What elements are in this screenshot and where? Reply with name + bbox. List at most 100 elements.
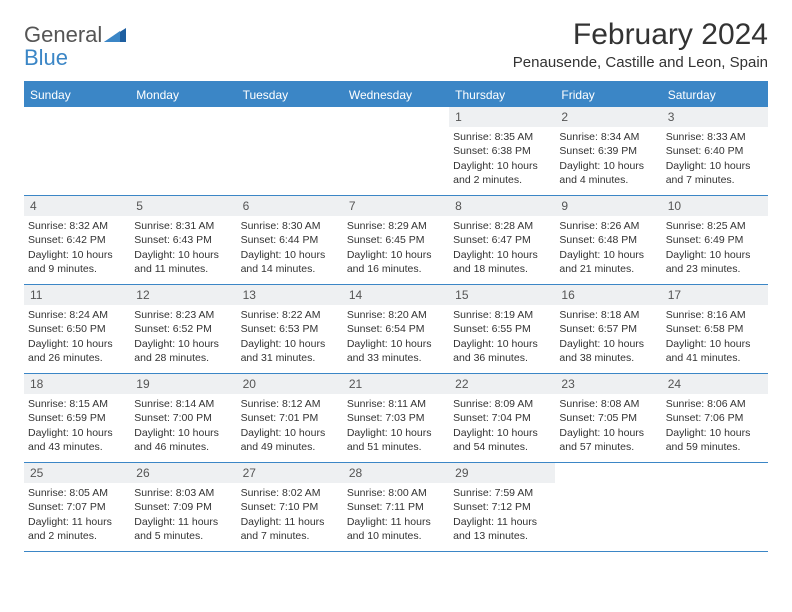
day-cell: 21Sunrise: 8:11 AMSunset: 7:03 PMDayligh… [343,374,449,462]
sunrise: Sunrise: 8:18 AM [559,308,657,322]
day-number: 25 [24,463,130,483]
day-number: 5 [130,196,236,216]
day-header: Saturday [662,83,768,107]
sunset: Sunset: 6:43 PM [134,233,232,247]
daylight: Daylight: 10 hours [666,337,764,351]
day-number: 4 [24,196,130,216]
day-number: 27 [237,463,343,483]
day-cell: 26Sunrise: 8:03 AMSunset: 7:09 PMDayligh… [130,463,236,551]
day-cell: 3Sunrise: 8:33 AMSunset: 6:40 PMDaylight… [662,107,768,195]
sunrise: Sunrise: 8:35 AM [453,130,551,144]
daylight: and 5 minutes. [134,529,232,543]
daylight: Daylight: 11 hours [28,515,126,529]
day-cell: 13Sunrise: 8:22 AMSunset: 6:53 PMDayligh… [237,285,343,373]
day-cell: . [24,107,130,195]
day-number: 19 [130,374,236,394]
week-row: 11Sunrise: 8:24 AMSunset: 6:50 PMDayligh… [24,285,768,374]
day-number: 15 [449,285,555,305]
day-cell: 27Sunrise: 8:02 AMSunset: 7:10 PMDayligh… [237,463,343,551]
sunrise: Sunrise: 8:02 AM [241,486,339,500]
daylight: and 16 minutes. [347,262,445,276]
sunset: Sunset: 6:57 PM [559,322,657,336]
sunrise: Sunrise: 8:24 AM [28,308,126,322]
sunrise: Sunrise: 8:30 AM [241,219,339,233]
logo: General Blue [24,18,126,70]
day-cell: 19Sunrise: 8:14 AMSunset: 7:00 PMDayligh… [130,374,236,462]
daylight: Daylight: 10 hours [241,337,339,351]
day-header: Wednesday [343,83,449,107]
day-number: 29 [449,463,555,483]
sunrise: Sunrise: 8:19 AM [453,308,551,322]
sunrise: Sunrise: 8:05 AM [28,486,126,500]
day-cell: 9Sunrise: 8:26 AMSunset: 6:48 PMDaylight… [555,196,661,284]
daylight: and 13 minutes. [453,529,551,543]
sunset: Sunset: 6:39 PM [559,144,657,158]
day-cell: . [130,107,236,195]
daylight: Daylight: 10 hours [134,337,232,351]
day-cell: 28Sunrise: 8:00 AMSunset: 7:11 PMDayligh… [343,463,449,551]
daylight: Daylight: 11 hours [241,515,339,529]
sunset: Sunset: 7:06 PM [666,411,764,425]
day-number: 22 [449,374,555,394]
day-cell: . [662,463,768,551]
sunrise: Sunrise: 8:22 AM [241,308,339,322]
sunset: Sunset: 6:54 PM [347,322,445,336]
daylight: and 9 minutes. [28,262,126,276]
daylight: and 4 minutes. [559,173,657,187]
sunset: Sunset: 7:09 PM [134,500,232,514]
day-number: 28 [343,463,449,483]
day-number: 17 [662,285,768,305]
daylight: and 59 minutes. [666,440,764,454]
day-cell: 23Sunrise: 8:08 AMSunset: 7:05 PMDayligh… [555,374,661,462]
header: General Blue February 2024 Penausende, C… [24,18,768,79]
month-title: February 2024 [513,18,768,52]
sunset: Sunset: 6:40 PM [666,144,764,158]
week-row: 25Sunrise: 8:05 AMSunset: 7:07 PMDayligh… [24,463,768,552]
sunset: Sunset: 6:59 PM [28,411,126,425]
day-cell: 14Sunrise: 8:20 AMSunset: 6:54 PMDayligh… [343,285,449,373]
daylight: and 49 minutes. [241,440,339,454]
sunset: Sunset: 6:47 PM [453,233,551,247]
day-number: 7 [343,196,449,216]
daylight: Daylight: 10 hours [28,248,126,262]
daylight: and 51 minutes. [347,440,445,454]
sunset: Sunset: 7:00 PM [134,411,232,425]
daylight: and 38 minutes. [559,351,657,365]
day-number: 24 [662,374,768,394]
day-number: 2 [555,107,661,127]
daylight: and 2 minutes. [28,529,126,543]
daylight: and 36 minutes. [453,351,551,365]
sunset: Sunset: 6:50 PM [28,322,126,336]
daylight: and 18 minutes. [453,262,551,276]
sunset: Sunset: 6:49 PM [666,233,764,247]
daylight: and 10 minutes. [347,529,445,543]
daylight: Daylight: 10 hours [453,248,551,262]
day-number: 8 [449,196,555,216]
day-cell: 1Sunrise: 8:35 AMSunset: 6:38 PMDaylight… [449,107,555,195]
day-number: 23 [555,374,661,394]
location: Penausende, Castille and Leon, Spain [513,54,768,71]
daylight: Daylight: 10 hours [559,248,657,262]
sunset: Sunset: 6:44 PM [241,233,339,247]
sunset: Sunset: 6:55 PM [453,322,551,336]
sunset: Sunset: 6:53 PM [241,322,339,336]
day-cell: 7Sunrise: 8:29 AMSunset: 6:45 PMDaylight… [343,196,449,284]
day-number: 3 [662,107,768,127]
daylight: Daylight: 10 hours [666,248,764,262]
sunset: Sunset: 6:45 PM [347,233,445,247]
day-cell: 4Sunrise: 8:32 AMSunset: 6:42 PMDaylight… [24,196,130,284]
day-cell: 18Sunrise: 8:15 AMSunset: 6:59 PMDayligh… [24,374,130,462]
week-row: ....1Sunrise: 8:35 AMSunset: 6:38 PMDayl… [24,107,768,196]
daylight: and 23 minutes. [666,262,764,276]
day-number: 1 [449,107,555,127]
sunrise: Sunrise: 8:00 AM [347,486,445,500]
sunrise: Sunrise: 8:08 AM [559,397,657,411]
daylight: Daylight: 10 hours [28,337,126,351]
daylight: and 21 minutes. [559,262,657,276]
day-cell: 22Sunrise: 8:09 AMSunset: 7:04 PMDayligh… [449,374,555,462]
sunrise: Sunrise: 8:03 AM [134,486,232,500]
sunrise: Sunrise: 8:31 AM [134,219,232,233]
day-cell: 11Sunrise: 8:24 AMSunset: 6:50 PMDayligh… [24,285,130,373]
day-cell: 15Sunrise: 8:19 AMSunset: 6:55 PMDayligh… [449,285,555,373]
sunrise: Sunrise: 8:15 AM [28,397,126,411]
